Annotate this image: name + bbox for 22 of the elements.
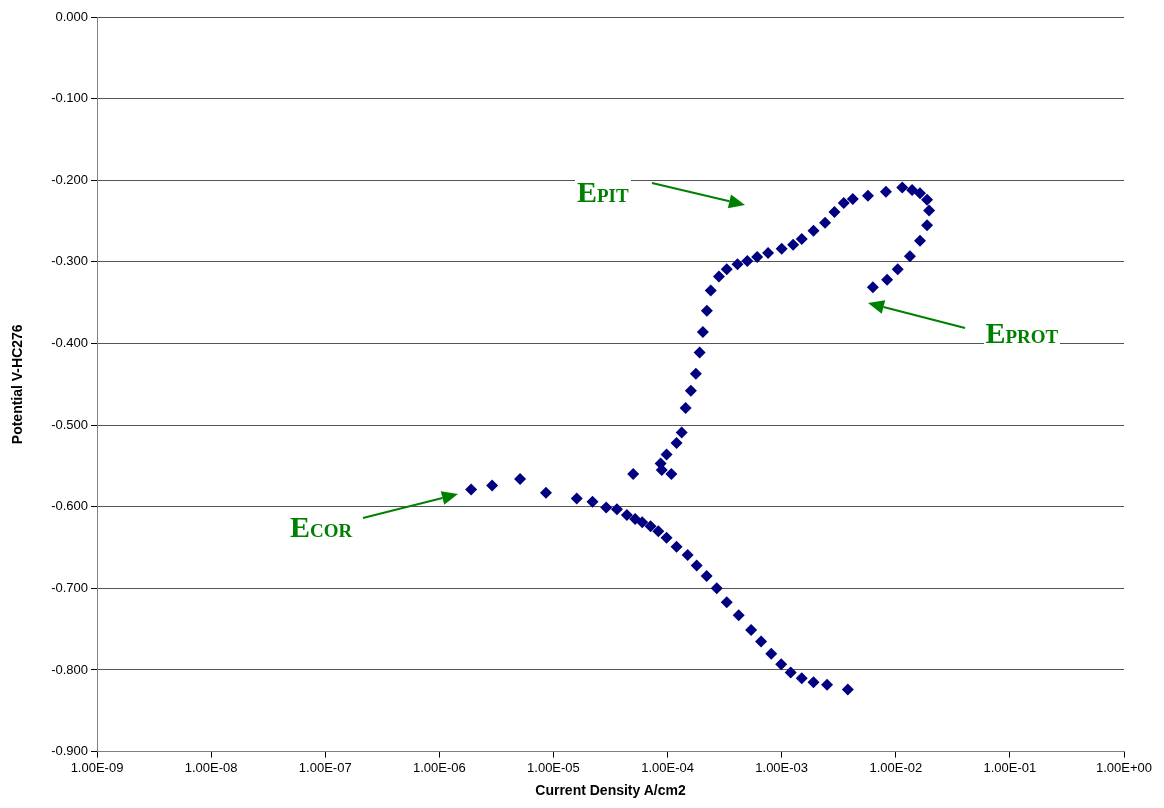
x-tick-label: 1.00E-07	[298, 759, 352, 775]
x-tick-label: 1.00E-06	[412, 759, 466, 775]
x-tick-label: 1.00E-01	[983, 759, 1037, 775]
y-tick-label: 0.000	[55, 8, 88, 24]
y-tick-label: -0.700	[51, 579, 88, 595]
y-tick-label: -0.300	[51, 253, 88, 269]
x-tick-label: 1.00E+00	[1095, 759, 1153, 775]
x-tick-label: 1.00E-09	[70, 759, 124, 775]
y-tick-label: -0.100	[51, 90, 88, 106]
x-tick-label: 1.00E-02	[869, 759, 923, 775]
y-tick-label: -0.400	[51, 335, 88, 351]
y-tick-label: -0.600	[51, 498, 88, 514]
x-tick-label: 1.00E-05	[527, 759, 580, 775]
y-tick-label: -0.900	[51, 743, 88, 759]
x-tick-label: 1.00E-03	[755, 759, 809, 775]
y-tick-label: -0.800	[51, 661, 88, 677]
y-axis-title: Potential V-HC276	[9, 324, 26, 445]
x-axis-title: Current Density A/cm2	[535, 782, 686, 799]
y-tick-label: -0.200	[51, 171, 88, 187]
y-tick-label: -0.500	[51, 416, 88, 432]
x-tick-label: 1.00E-04	[641, 759, 694, 775]
x-tick-label: 1.00E-08	[184, 759, 238, 775]
